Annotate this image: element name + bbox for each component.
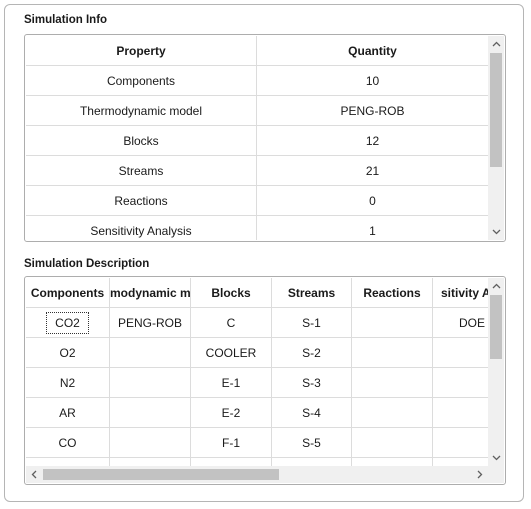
- blocks-cell[interactable]: C: [190, 307, 272, 338]
- streams-cell[interactable]: S-2: [271, 337, 352, 368]
- table-header-row: Property Quantity: [26, 36, 488, 66]
- reactions-cell[interactable]: [351, 337, 433, 368]
- scrollbar-thumb[interactable]: [490, 53, 502, 167]
- streams-cell[interactable]: S-1: [271, 307, 352, 338]
- thermodynamic-model-cell[interactable]: [109, 457, 191, 466]
- quantity-cell[interactable]: 10: [256, 65, 488, 96]
- table-row[interactable]: Thermodynamic model PENG-ROB: [26, 95, 488, 126]
- thermodynamic-model-cell[interactable]: [109, 337, 191, 368]
- reactions-cell[interactable]: [351, 307, 433, 338]
- column-header-streams[interactable]: Streams: [271, 278, 352, 308]
- focus-cell-text: CO2: [46, 311, 89, 334]
- chevron-left-icon[interactable]: [26, 466, 42, 482]
- sensitivity-analysis-cell[interactable]: [432, 337, 488, 368]
- property-cell[interactable]: Sensitivity Analysis: [26, 215, 257, 240]
- table-row[interactable]: CO2 PENG-ROB C S-1 DOE: [26, 307, 488, 338]
- scrollbar-thumb[interactable]: [43, 469, 279, 480]
- property-cell[interactable]: Streams: [26, 155, 257, 186]
- components-cell-selected[interactable]: CO2: [26, 307, 110, 338]
- simulation-description-table: Components modynamic m Blocks Streams Re…: [26, 278, 488, 466]
- blocks-cell[interactable]: E-2: [190, 397, 272, 428]
- streams-cell[interactable]: S-6: [271, 457, 352, 466]
- scrollbar-thumb[interactable]: [490, 295, 502, 359]
- quantity-cell[interactable]: PENG-ROB: [256, 95, 488, 126]
- components-cell[interactable]: N2: [26, 367, 110, 398]
- reactions-cell[interactable]: [351, 397, 433, 428]
- table-header-row: Components modynamic m Blocks Streams Re…: [26, 278, 488, 308]
- table-row[interactable]: Components 10: [26, 65, 488, 96]
- quantity-cell[interactable]: 12: [256, 125, 488, 156]
- column-header-components[interactable]: Components: [26, 278, 110, 308]
- column-header-quantity[interactable]: Quantity: [256, 36, 488, 66]
- simulation-info-viewport: Property Quantity Components 10 Thermody…: [26, 36, 488, 240]
- property-cell[interactable]: Components: [26, 65, 257, 96]
- streams-cell[interactable]: S-4: [271, 397, 352, 428]
- thermodynamic-model-cell[interactable]: [109, 367, 191, 398]
- sensitivity-analysis-cell[interactable]: [432, 457, 488, 466]
- scrollbar-corner: [488, 466, 504, 483]
- components-cell[interactable]: O2: [26, 337, 110, 368]
- table-row[interactable]: Reactions 0: [26, 185, 488, 216]
- blocks-cell[interactable]: F-2: [190, 457, 272, 466]
- property-cell[interactable]: Blocks: [26, 125, 257, 156]
- table-row[interactable]: SO2 F-2 S-6: [26, 457, 488, 466]
- chevron-down-icon[interactable]: [488, 450, 504, 466]
- sensitivity-analysis-cell[interactable]: [432, 367, 488, 398]
- sensitivity-analysis-cell[interactable]: [432, 427, 488, 458]
- simulation-description-vertical-scrollbar[interactable]: [488, 278, 504, 466]
- simulation-description-horizontal-scrollbar[interactable]: [26, 466, 488, 483]
- table-row[interactable]: O2 COOLER S-2: [26, 337, 488, 368]
- sensitivity-analysis-cell[interactable]: DOE: [432, 307, 488, 338]
- components-cell[interactable]: SO2: [26, 457, 110, 466]
- simulation-info-panel: Property Quantity Components 10 Thermody…: [24, 34, 506, 242]
- table-row[interactable]: Blocks 12: [26, 125, 488, 156]
- chevron-up-icon[interactable]: [488, 36, 504, 52]
- column-header-sensitivity-analysis[interactable]: sitivity A: [432, 278, 488, 308]
- components-cell[interactable]: CO: [26, 427, 110, 458]
- table-row[interactable]: AR E-2 S-4: [26, 397, 488, 428]
- quantity-cell[interactable]: 1: [256, 215, 488, 240]
- column-header-thermodynamic-model[interactable]: modynamic m: [109, 278, 191, 308]
- chevron-down-icon[interactable]: [488, 224, 504, 240]
- simulation-info-table: Property Quantity Components 10 Thermody…: [26, 36, 488, 240]
- property-cell[interactable]: Reactions: [26, 185, 257, 216]
- thermodynamic-model-cell[interactable]: [109, 427, 191, 458]
- simulation-info-vertical-scrollbar[interactable]: [488, 36, 504, 240]
- simulation-description-title: Simulation Description: [24, 258, 150, 270]
- column-header-property[interactable]: Property: [26, 36, 257, 66]
- simulation-description-viewport: Components modynamic m Blocks Streams Re…: [26, 278, 488, 466]
- components-cell[interactable]: AR: [26, 397, 110, 428]
- blocks-cell[interactable]: F-1: [190, 427, 272, 458]
- blocks-cell[interactable]: E-1: [190, 367, 272, 398]
- thermodynamic-model-cell[interactable]: PENG-ROB: [109, 307, 191, 338]
- reactions-cell[interactable]: [351, 457, 433, 466]
- table-row[interactable]: CO F-1 S-5: [26, 427, 488, 458]
- column-header-reactions[interactable]: Reactions: [351, 278, 433, 308]
- streams-cell[interactable]: S-5: [271, 427, 352, 458]
- simulation-description-panel: Components modynamic m Blocks Streams Re…: [24, 276, 506, 485]
- table-row[interactable]: N2 E-1 S-3: [26, 367, 488, 398]
- property-cell[interactable]: Thermodynamic model: [26, 95, 257, 126]
- streams-cell[interactable]: S-3: [271, 367, 352, 398]
- simulation-info-title: Simulation Info: [24, 14, 108, 26]
- blocks-cell[interactable]: COOLER: [190, 337, 272, 368]
- thermodynamic-model-cell[interactable]: [109, 397, 191, 428]
- column-header-blocks[interactable]: Blocks: [190, 278, 272, 308]
- table-row[interactable]: Sensitivity Analysis 1: [26, 215, 488, 240]
- table-row[interactable]: Streams 21: [26, 155, 488, 186]
- chevron-up-icon[interactable]: [488, 278, 504, 294]
- quantity-cell[interactable]: 0: [256, 185, 488, 216]
- reactions-cell[interactable]: [351, 427, 433, 458]
- sensitivity-analysis-cell[interactable]: [432, 397, 488, 428]
- chevron-right-icon[interactable]: [472, 466, 488, 482]
- quantity-cell[interactable]: 21: [256, 155, 488, 186]
- reactions-cell[interactable]: [351, 367, 433, 398]
